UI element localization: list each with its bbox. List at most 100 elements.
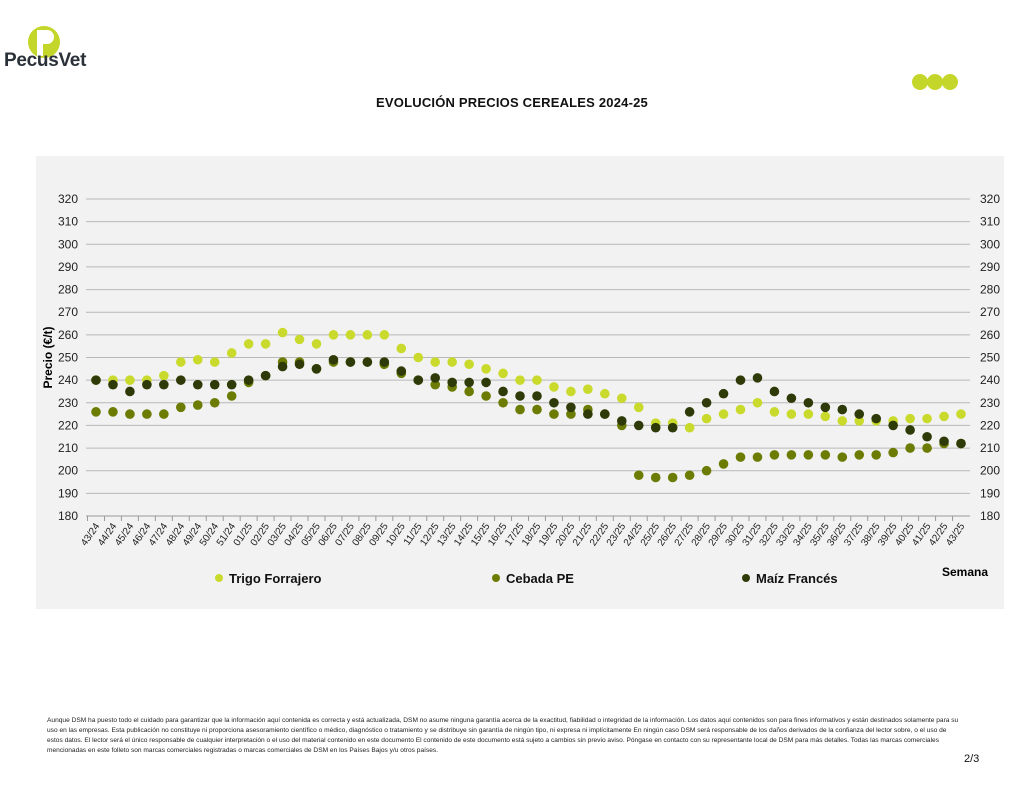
point-ma-z-franc-s <box>837 404 848 415</box>
point-trigo-forrajero <box>176 357 186 367</box>
point-cebada-pe <box>718 459 729 469</box>
point-ma-z-franc-s <box>803 397 814 408</box>
legend-marker <box>492 574 500 582</box>
point-trigo-forrajero <box>464 359 474 370</box>
y-tick-label-right: 250 <box>980 351 1000 365</box>
point-ma-z-franc-s <box>345 357 356 367</box>
y-tick-label-left: 210 <box>58 441 78 455</box>
y-tick-label-right: 190 <box>980 486 1000 500</box>
point-ma-z-franc-s <box>769 386 780 397</box>
point-cebada-pe <box>667 472 678 483</box>
point-trigo-forrajero <box>786 409 797 419</box>
point-ma-z-franc-s <box>125 386 135 397</box>
point-ma-z-franc-s <box>820 402 831 413</box>
point-trigo-forrajero <box>125 375 135 385</box>
point-ma-z-franc-s <box>311 364 322 374</box>
point-ma-z-franc-s <box>549 397 559 408</box>
point-ma-z-franc-s <box>277 361 288 372</box>
point-trigo-forrajero <box>803 409 814 419</box>
logo-mark-icon <box>28 26 60 58</box>
point-cebada-pe <box>735 452 746 462</box>
point-ma-z-franc-s <box>447 377 457 388</box>
point-trigo-forrajero <box>549 382 559 392</box>
point-cebada-pe <box>226 391 237 401</box>
point-cebada-pe <box>549 409 559 419</box>
point-trigo-forrajero <box>413 352 424 363</box>
legend-label: Maíz Francés <box>756 571 838 586</box>
point-trigo-forrajero <box>345 330 356 340</box>
point-cebada-pe <box>633 470 644 481</box>
x-axis-label: Semana <box>942 565 988 579</box>
y-tick-label-right: 240 <box>980 373 1000 387</box>
point-trigo-forrajero <box>192 354 203 365</box>
point-trigo-forrajero <box>684 422 695 433</box>
point-trigo-forrajero <box>159 370 169 381</box>
point-cebada-pe <box>464 386 474 397</box>
point-cebada-pe <box>888 447 898 458</box>
point-cebada-pe <box>108 407 118 417</box>
point-trigo-forrajero <box>600 388 610 399</box>
point-ma-z-franc-s <box>532 391 542 401</box>
point-cebada-pe <box>91 407 101 417</box>
point-trigo-forrajero <box>379 330 390 340</box>
y-tick-label-left: 250 <box>58 351 78 365</box>
point-ma-z-franc-s <box>294 359 305 370</box>
point-trigo-forrajero <box>294 334 305 345</box>
point-trigo-forrajero <box>837 416 848 426</box>
point-cebada-pe <box>803 450 814 460</box>
legend-label: Trigo Forrajero <box>229 571 322 586</box>
point-cebada-pe <box>142 409 152 419</box>
point-trigo-forrajero <box>616 393 627 404</box>
point-ma-z-franc-s <box>362 357 373 367</box>
point-cebada-pe <box>650 472 661 483</box>
x-tick-label: 43/25 <box>944 521 968 548</box>
point-ma-z-franc-s <box>718 388 729 399</box>
point-cebada-pe <box>515 404 525 415</box>
point-trigo-forrajero <box>956 409 966 419</box>
y-tick-label-left: 230 <box>58 396 78 410</box>
point-cebada-pe <box>176 402 186 413</box>
point-trigo-forrajero <box>735 404 746 415</box>
point-ma-z-franc-s <box>209 379 220 390</box>
disclaimer: Aunque DSM ha puesto todo el cuidado par… <box>47 717 959 754</box>
y-tick-label-right: 300 <box>980 237 1000 251</box>
point-trigo-forrajero <box>532 375 542 385</box>
y-tick-label-left: 280 <box>58 283 78 297</box>
point-cebada-pe <box>159 409 169 419</box>
y-tick-label-left: 220 <box>58 418 78 432</box>
point-cebada-pe <box>786 450 797 460</box>
point-trigo-forrajero <box>515 375 525 385</box>
page-number: 2/3 <box>964 753 980 765</box>
y-tick-label-right: 200 <box>980 464 1000 478</box>
point-trigo-forrajero <box>362 330 373 340</box>
point-trigo-forrajero <box>922 413 932 424</box>
point-ma-z-franc-s <box>752 373 763 383</box>
point-cebada-pe <box>752 452 763 462</box>
point-ma-z-franc-s <box>430 373 441 383</box>
point-ma-z-franc-s <box>650 422 661 433</box>
point-trigo-forrajero <box>209 357 220 367</box>
y-tick-label-left: 260 <box>58 328 78 342</box>
point-trigo-forrajero <box>769 407 780 417</box>
point-cebada-pe <box>125 409 135 419</box>
point-trigo-forrajero <box>396 343 407 354</box>
point-ma-z-franc-s <box>888 420 898 431</box>
y-tick-label-left: 270 <box>58 305 78 319</box>
point-ma-z-franc-s <box>498 386 508 397</box>
point-ma-z-franc-s <box>616 416 627 426</box>
chart-title: EVOLUCIÓN PRECIOS CEREALES 2024-25 <box>376 95 648 110</box>
point-trigo-forrajero <box>718 409 729 419</box>
y-tick-label-right: 280 <box>980 283 1000 297</box>
legend-marker <box>742 574 750 582</box>
pecusvet-logo <box>4 12 84 74</box>
point-cebada-pe <box>837 452 848 462</box>
point-trigo-forrajero <box>633 402 644 413</box>
point-cebada-pe <box>209 397 220 408</box>
point-cebada-pe <box>532 404 542 415</box>
y-tick-label-right: 270 <box>980 305 1000 319</box>
point-cebada-pe <box>192 400 203 410</box>
point-ma-z-franc-s <box>176 375 186 385</box>
point-cebada-pe <box>430 379 441 390</box>
point-ma-z-franc-s <box>396 366 407 376</box>
point-cebada-pe <box>922 443 932 453</box>
